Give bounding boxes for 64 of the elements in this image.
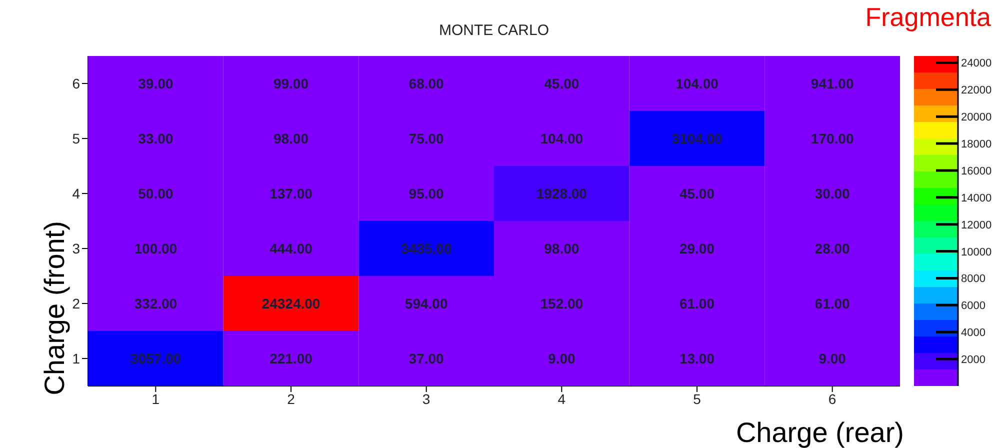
data-label: 13.00 xyxy=(679,350,715,366)
data-label: 37.00 xyxy=(408,350,444,366)
data-label: 45.00 xyxy=(544,76,580,92)
x-tick-label: 6 xyxy=(828,390,836,407)
x-tick-label: 2 xyxy=(287,390,296,407)
color-bar-label: 4000 xyxy=(961,327,986,340)
color-bar-label: 12000 xyxy=(961,219,992,232)
color-bar-label: 18000 xyxy=(961,138,992,151)
data-label: 444.00 xyxy=(270,240,313,256)
color-bar-label: 16000 xyxy=(961,165,992,178)
data-label: 45.00 xyxy=(679,186,715,202)
data-label: 594.00 xyxy=(404,296,448,312)
data-label: 61.00 xyxy=(679,296,715,312)
y-tick-label: 4 xyxy=(72,185,80,202)
data-label: 1928.00 xyxy=(536,186,588,202)
data-label: 104.00 xyxy=(676,76,719,92)
data-label: 137.00 xyxy=(270,186,313,202)
data-label: 170.00 xyxy=(810,130,854,146)
color-bar-label: 22000 xyxy=(961,84,992,97)
x-tick-label: 4 xyxy=(558,390,566,407)
color-bar-label: 2000 xyxy=(961,354,986,366)
data-label: 9.00 xyxy=(818,350,846,366)
data-label: 3104.00 xyxy=(672,130,723,146)
x-tick-label: 3 xyxy=(422,390,430,407)
text: Fragmenta xyxy=(865,2,991,33)
data-label: 30.00 xyxy=(814,186,850,202)
data-label: 61.00 xyxy=(814,296,850,312)
data-label: 104.00 xyxy=(540,130,584,146)
data-label: 221.00 xyxy=(270,350,313,366)
data-label: 99.00 xyxy=(273,76,309,92)
data-label: 332.00 xyxy=(134,296,178,312)
y-tick-label: 6 xyxy=(72,75,80,92)
data-label: 75.00 xyxy=(408,130,444,146)
data-label: 33.00 xyxy=(138,130,174,146)
data-label: 152.00 xyxy=(540,296,584,312)
data-label: 941.00 xyxy=(810,76,854,92)
color-bar-label: 8000 xyxy=(961,273,986,286)
y-tick-label: 2 xyxy=(72,295,80,312)
data-label: 29.00 xyxy=(679,240,715,256)
color-bar-label: 14000 xyxy=(961,192,992,204)
y-tick-label: 5 xyxy=(72,130,80,146)
color-bar-label: 24000 xyxy=(961,58,992,70)
y-axis-title: Charge (front) xyxy=(38,221,70,396)
data-label: 9.00 xyxy=(548,350,576,366)
data-label: 28.00 xyxy=(814,240,850,256)
color-bar-label: 20000 xyxy=(961,112,992,124)
data-label: 98.00 xyxy=(544,240,580,256)
x-tick-label: 1 xyxy=(152,390,160,407)
data-label: 100.00 xyxy=(134,240,178,256)
data-label: 95.00 xyxy=(408,186,444,202)
color-bar-label: 10000 xyxy=(961,246,992,258)
x-axis-title: Charge (rear) xyxy=(736,417,904,448)
color-bar-label: 6000 xyxy=(961,300,986,312)
y-tick-label: 1 xyxy=(72,350,80,366)
y-tick-label: 3 xyxy=(72,240,80,256)
x-tick-label: 5 xyxy=(693,390,702,407)
data-label: 68.00 xyxy=(408,76,444,92)
data-label: 39.00 xyxy=(138,76,174,92)
data-label: 98.00 xyxy=(273,130,309,146)
data-label: 3435.00 xyxy=(401,240,452,256)
chart-title: MONTE CARLO xyxy=(438,22,549,39)
data-label: 3057.00 xyxy=(130,350,182,366)
data-label: 50.00 xyxy=(138,186,174,202)
data-label: 24324.00 xyxy=(262,296,320,312)
